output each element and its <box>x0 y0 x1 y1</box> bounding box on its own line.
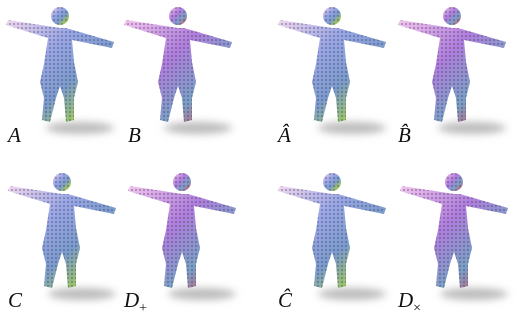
panel-label: A <box>6 123 21 147</box>
point-cloud <box>6 7 508 300</box>
panel-label: B <box>128 123 141 147</box>
label-base: D <box>123 288 139 312</box>
panel-label: Â <box>276 123 291 147</box>
figure: A B Â B̂ C D+ Ĉ D× <box>0 0 517 320</box>
panel-label: B̂ <box>398 123 411 147</box>
panel-label: D+ <box>123 288 147 316</box>
panel-label: Ĉ <box>278 288 293 312</box>
label-subscript: + <box>139 301 147 316</box>
panel-label: D× <box>397 288 421 316</box>
label-base: D <box>397 288 413 312</box>
label-subscript: × <box>413 301 421 316</box>
panel-label: C <box>8 288 23 312</box>
